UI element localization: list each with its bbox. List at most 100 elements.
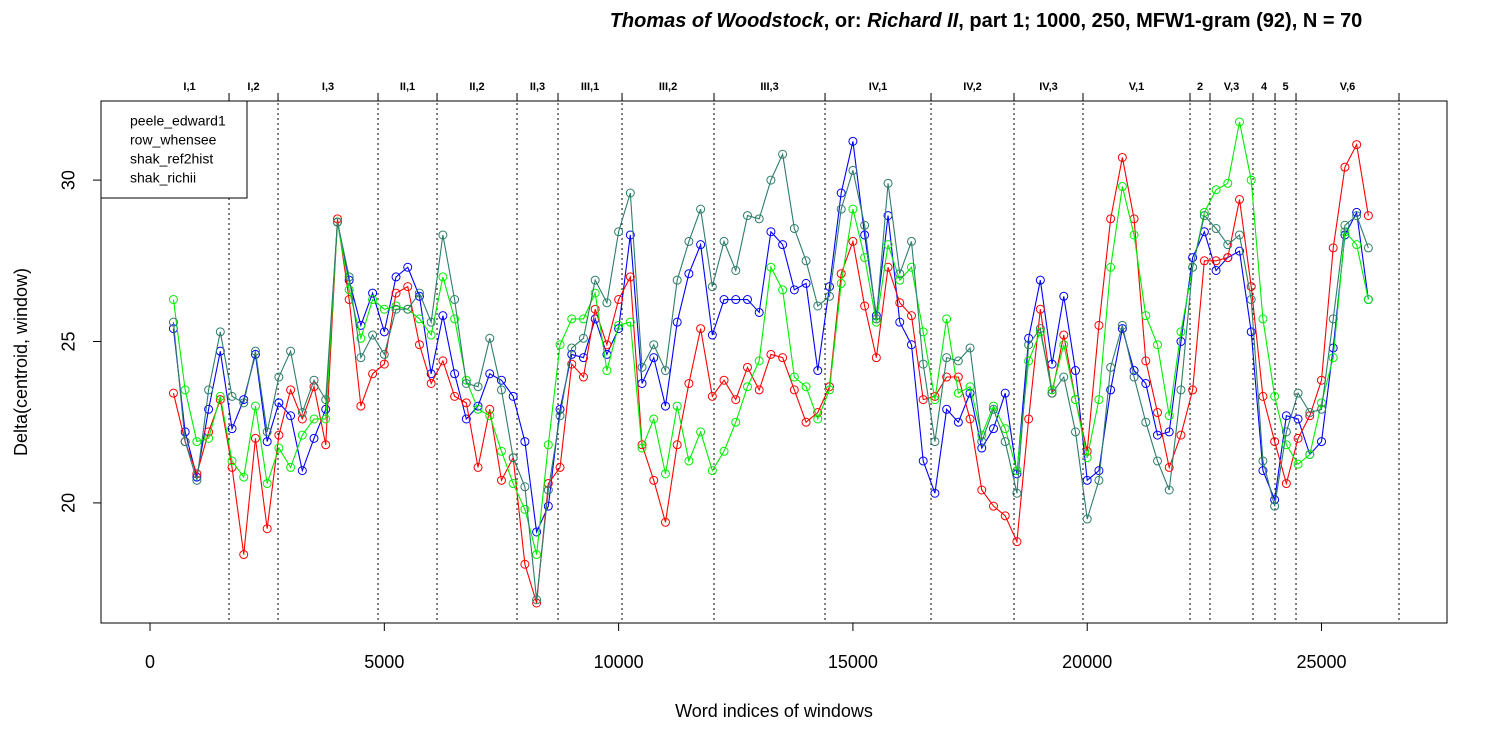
point — [368, 295, 378, 305]
point — [496, 385, 506, 395]
point — [860, 220, 870, 230]
point — [344, 295, 354, 305]
point — [461, 375, 471, 385]
point — [778, 240, 788, 250]
point — [1293, 459, 1303, 469]
series-line — [172, 141, 1369, 534]
point — [789, 372, 799, 382]
point — [1363, 243, 1373, 253]
point — [1328, 353, 1338, 363]
point — [1024, 333, 1034, 343]
point — [1024, 340, 1034, 350]
point — [731, 417, 741, 427]
point — [450, 369, 460, 379]
point — [813, 414, 823, 424]
point — [344, 272, 354, 282]
point — [1246, 282, 1256, 292]
point — [731, 395, 741, 405]
point — [227, 424, 237, 434]
point — [754, 385, 764, 395]
point — [660, 401, 670, 411]
point — [239, 472, 249, 482]
point — [250, 349, 260, 359]
point — [555, 462, 565, 472]
point — [1352, 240, 1362, 250]
point — [1129, 230, 1139, 240]
point — [297, 408, 307, 418]
scene-label: I,1 — [183, 81, 195, 93]
point — [168, 317, 178, 327]
point — [297, 466, 307, 476]
title-part: Richard II — [867, 10, 959, 32]
point — [906, 311, 916, 321]
point — [660, 366, 670, 376]
point — [1164, 485, 1174, 495]
point — [368, 330, 378, 340]
point — [450, 391, 460, 401]
point — [1106, 214, 1116, 224]
point — [871, 353, 881, 363]
point — [379, 349, 389, 359]
x-axis-label: Word indices of windows — [675, 701, 873, 721]
point — [742, 211, 752, 221]
series — [168, 149, 1373, 605]
point — [684, 378, 694, 388]
scene-label: IV,3 — [1039, 81, 1058, 93]
point — [227, 391, 237, 401]
point — [1305, 449, 1315, 459]
point — [555, 411, 565, 421]
point — [1281, 479, 1291, 489]
point — [1153, 456, 1163, 466]
point — [274, 430, 284, 440]
point — [1012, 466, 1022, 476]
point — [895, 275, 905, 285]
point — [824, 291, 834, 301]
series-line — [172, 142, 1369, 604]
scene-label: V,6 — [1340, 81, 1356, 93]
point — [414, 314, 424, 324]
point — [356, 353, 366, 363]
point — [520, 437, 530, 447]
point — [766, 175, 776, 185]
point — [438, 311, 448, 321]
point — [1082, 453, 1092, 463]
point — [274, 443, 284, 453]
point — [356, 333, 366, 343]
point — [1012, 537, 1022, 547]
point — [1000, 511, 1010, 521]
point — [485, 411, 495, 421]
point — [180, 385, 190, 395]
point — [742, 382, 752, 392]
point — [848, 236, 858, 246]
series — [168, 117, 1373, 560]
point — [1141, 311, 1151, 321]
point — [485, 333, 495, 343]
point — [473, 462, 483, 472]
point — [906, 262, 916, 272]
point — [496, 375, 506, 385]
point — [532, 550, 542, 560]
point — [239, 395, 249, 405]
point — [379, 327, 389, 337]
point — [1106, 385, 1116, 395]
scene-label: V,3 — [1224, 81, 1240, 93]
point — [602, 298, 612, 308]
point — [414, 288, 424, 298]
point — [836, 269, 846, 279]
point — [321, 414, 331, 424]
point — [801, 256, 811, 266]
scene-label: II,3 — [530, 81, 545, 93]
point — [1153, 408, 1163, 418]
point — [403, 282, 413, 292]
scene-label: II,2 — [469, 81, 484, 93]
plot-frame — [100, 100, 1448, 624]
point — [1035, 275, 1045, 285]
point — [1211, 224, 1221, 234]
point — [1270, 501, 1280, 511]
point — [801, 382, 811, 392]
point — [192, 475, 202, 485]
point — [1293, 433, 1303, 443]
point — [344, 285, 354, 295]
point — [719, 236, 729, 246]
series-line — [172, 152, 1369, 600]
